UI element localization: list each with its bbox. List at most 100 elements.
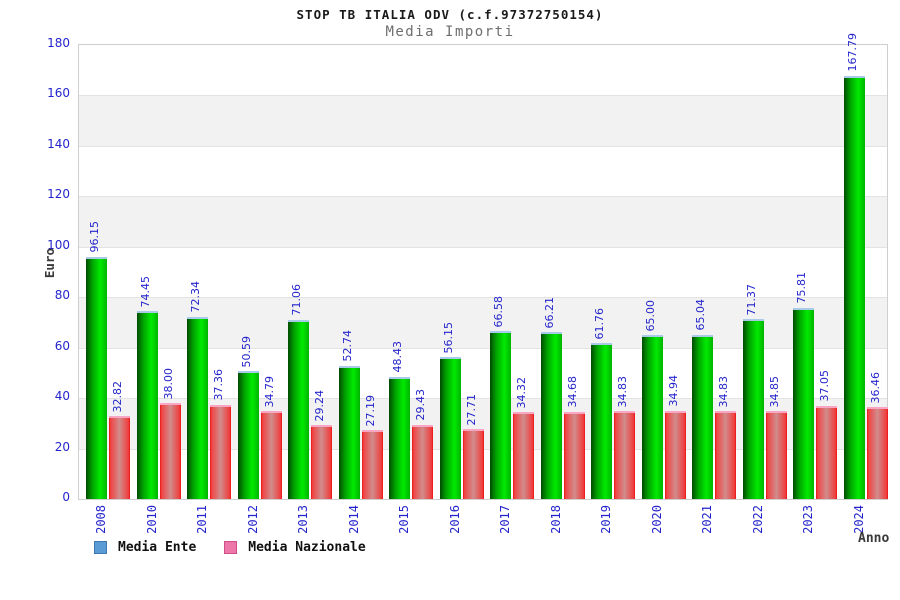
bar-media-ente-2015 [389, 376, 410, 499]
x-tick-2021: 2021 [700, 505, 714, 534]
bar-value-media-ente-2010: 74.45 [138, 275, 152, 308]
bar-media-ente-2014 [338, 365, 360, 499]
bar-value-media-ente-2014: 52.74 [340, 330, 354, 362]
x-tick-2008: 2008 [94, 505, 108, 534]
bar-media-nazionale-2023 [816, 405, 837, 499]
bar-value-media-nazionale-2024: 36.46 [868, 371, 882, 404]
bar-value-media-nazionale-2013: 29.24 [313, 389, 326, 422]
bar-media-ente-2013 [288, 319, 309, 499]
bar-media-nazionale-2015 [412, 424, 433, 499]
bar-media-nazionale-2020 [664, 410, 686, 499]
bar-value-media-nazionale-2022: 34.85 [767, 375, 781, 408]
grid-band [79, 246, 887, 297]
chart-subtitle: Media Importi [385, 24, 515, 40]
y-tick-100: 100 [47, 237, 70, 252]
legend-swatch-media-nazionale-icon [224, 541, 238, 554]
x-tick-2020: 2020 [649, 505, 664, 534]
bar-value-media-nazionale-2020: 34.94 [666, 375, 680, 407]
x-tick-2011: 2011 [195, 505, 209, 534]
bar-value-media-nazionale-2011: 37.36 [212, 369, 225, 401]
bar-value-media-ente-2020: 65.00 [643, 299, 657, 332]
y-tick-20: 20 [54, 439, 70, 454]
bar-value-media-ente-2015: 48.43 [391, 341, 404, 373]
y-tick-0: 0 [62, 490, 70, 504]
bar-media-nazionale-2018 [563, 411, 585, 499]
grid-band [79, 347, 887, 398]
bar-value-media-ente-2008: 96.15 [88, 221, 101, 253]
grid-band [79, 95, 887, 146]
bar-value-media-ente-2019: 61.76 [593, 307, 606, 340]
bar-value-media-ente-2012: 50.59 [239, 335, 253, 368]
y-tick-40: 40 [54, 389, 70, 404]
bar-value-media-nazionale-2008: 32.82 [111, 380, 124, 413]
y-tick-80: 80 [54, 288, 70, 303]
legend-item-media-ente: Media Ente [94, 540, 196, 555]
x-tick-2012: 2012 [245, 505, 260, 534]
x-tick-2023: 2023 [801, 505, 815, 534]
bar-media-nazionale-2016 [462, 429, 484, 499]
bar-media-ente-2022 [742, 319, 764, 499]
bar-media-ente-2018 [540, 332, 562, 499]
plot-area: 96.15 32.82 74.45 38.00 72.34 37.36 50.59 34.79… [78, 33, 888, 500]
x-tick-2010: 2010 [144, 505, 159, 534]
bar-value-media-ente-2023: 75.81 [795, 272, 808, 304]
y-tick-120: 120 [47, 187, 70, 202]
bar-media-nazionale-2010 [159, 403, 181, 499]
bar-value-media-nazionale-2015: 29.43 [414, 389, 427, 421]
bar-value-media-nazionale-2019: 34.83 [616, 375, 629, 408]
bar-media-ente-2021 [692, 334, 713, 499]
bar-value-media-ente-2011: 72.34 [189, 281, 202, 313]
bar-media-nazionale-2012 [260, 411, 282, 499]
x-tick-2019: 2019 [599, 505, 613, 534]
bar-media-nazionale-2024 [866, 407, 888, 499]
bar-value-media-nazionale-2010: 38.00 [161, 367, 175, 400]
x-tick-2015: 2015 [397, 505, 411, 534]
bar-value-media-nazionale-2017: 34.32 [515, 376, 528, 409]
bar-media-nazionale-2013 [311, 425, 332, 499]
bar-value-media-ente-2017: 66.58 [492, 295, 505, 328]
bar-media-ente-2011 [187, 316, 208, 499]
bar-media-ente-2024 [843, 75, 865, 499]
bar-media-ente-2017 [490, 331, 511, 499]
bar-media-nazionale-2011 [210, 404, 231, 499]
x-tick-2024: 2024 [851, 505, 866, 534]
grid-band [79, 145, 887, 196]
y-tick-60: 60 [54, 338, 70, 353]
x-tick-2016: 2016 [447, 505, 462, 534]
x-axis: 2008 2010 2011 2012 2013 2014 2015 2016 2017 2018… [78, 500, 886, 544]
bar-value-media-ente-2024: 167.79 [845, 33, 859, 72]
x-tick-2014: 2014 [346, 505, 361, 534]
chart-title: STOP TB ITALIA ODV (c.f.97372750154) [296, 7, 604, 22]
legend-label-media-nazionale: Media Nazionale [248, 540, 366, 555]
bar-value-media-nazionale-2018: 34.68 [565, 376, 579, 408]
x-axis-title: Anno [858, 531, 890, 546]
bar-value-media-ente-2018: 66.21 [542, 296, 556, 329]
bar-media-nazionale-2021 [715, 411, 736, 499]
x-tick-2013: 2013 [296, 505, 310, 534]
bar-media-nazionale-2019 [614, 411, 635, 499]
y-tick-160: 160 [47, 86, 70, 101]
bar-value-media-nazionale-2012: 34.79 [262, 375, 276, 408]
bar-value-media-nazionale-2014: 27.19 [363, 394, 377, 427]
y-axis-title: Euro [42, 248, 57, 279]
bar-media-ente-2012 [237, 371, 259, 499]
bar-media-nazionale-2008 [109, 416, 130, 499]
x-tick-2017: 2017 [498, 505, 512, 534]
legend-label-media-ente: Media Ente [118, 540, 197, 555]
bar-value-media-nazionale-2023: 37.05 [818, 370, 831, 402]
y-tick-140: 140 [47, 136, 70, 151]
bar-media-ente-2020 [641, 335, 663, 499]
bar-media-ente-2023 [793, 307, 814, 499]
grid-band [79, 196, 887, 247]
bar-media-ente-2010 [136, 311, 158, 499]
bar-media-nazionale-2014 [361, 430, 383, 499]
bar-value-media-ente-2016: 56.15 [441, 321, 455, 354]
bar-media-ente-2019 [591, 343, 612, 499]
x-tick-2018: 2018 [548, 505, 563, 534]
bar-value-media-ente-2021: 65.04 [694, 299, 707, 331]
bar-value-media-ente-2022: 71.37 [744, 283, 758, 316]
bar-value-media-nazionale-2021: 34.83 [717, 375, 730, 408]
legend-item-media-nazionale: Media Nazionale [224, 540, 366, 555]
bar-value-media-ente-2013: 71.06 [290, 284, 303, 316]
